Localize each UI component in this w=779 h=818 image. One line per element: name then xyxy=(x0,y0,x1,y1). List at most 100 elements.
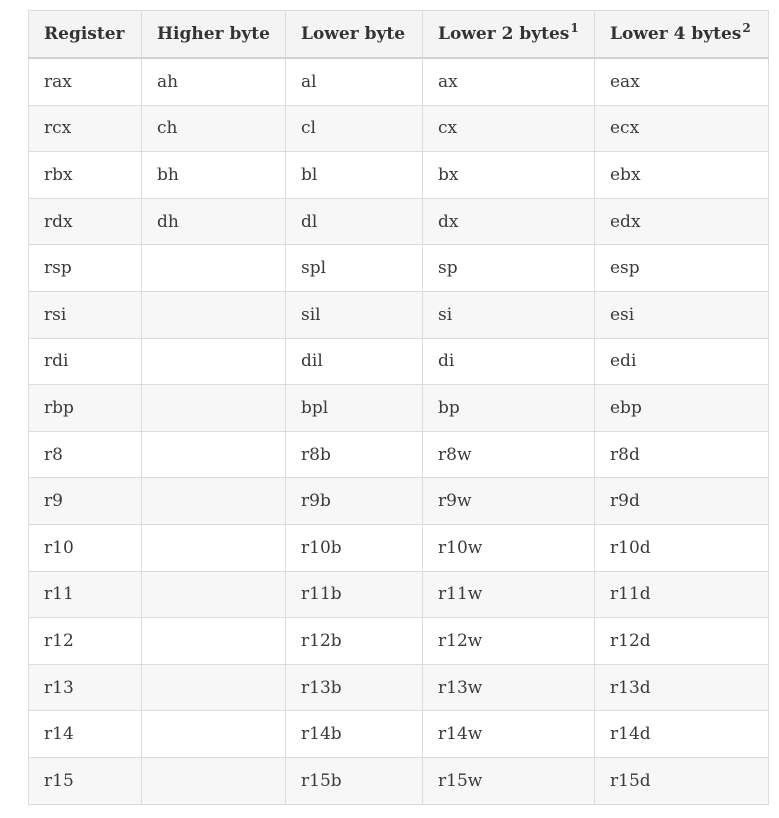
header-lower-2-bytes: Lower 2 bytes1 xyxy=(422,10,595,59)
register-cell: r12 xyxy=(28,617,142,665)
table-row: r9 r9b r9w r9d xyxy=(28,477,769,525)
lower-4-bytes-cell: r15d xyxy=(594,756,769,805)
table-row: r10 r10b r10w r10d xyxy=(28,523,769,572)
lower-byte-cell: r8b xyxy=(285,430,423,479)
header-footnote-marker: 2 xyxy=(742,21,751,36)
table-row: r14 r14b r14w r14d xyxy=(28,710,769,758)
lower-byte-cell: r10b xyxy=(285,523,423,572)
register-cell: r10 xyxy=(28,523,142,572)
lower-4-bytes-cell: r13d xyxy=(594,663,769,712)
lower-byte-cell: al xyxy=(285,57,423,106)
table-row: rsp spl sp esp xyxy=(28,244,769,292)
register-cell: r11 xyxy=(28,570,142,619)
lower-byte-cell: bpl xyxy=(285,384,423,432)
lower-byte-cell: sil xyxy=(285,290,423,339)
table-row: rdx dh dl dx edx xyxy=(28,197,769,246)
lower-byte-cell: r14b xyxy=(285,710,423,758)
lower-4-bytes-cell: r8d xyxy=(594,430,769,479)
lower-2-bytes-cell: r12w xyxy=(422,617,595,665)
header-register: Register xyxy=(28,10,142,59)
lower-2-bytes-cell: r13w xyxy=(422,663,595,712)
lower-2-bytes-cell: si xyxy=(422,290,595,339)
register-cell: rsp xyxy=(28,244,142,292)
header-label: Higher byte xyxy=(157,24,270,44)
lower-4-bytes-cell: edx xyxy=(594,197,769,246)
higher-byte-cell: ah xyxy=(141,57,286,106)
header-label: Lower byte xyxy=(301,24,406,44)
lower-byte-cell: r12b xyxy=(285,617,423,665)
lower-2-bytes-cell: r15w xyxy=(422,756,595,805)
lower-2-bytes-cell: r8w xyxy=(422,430,595,479)
table-row: r12 r12b r12w r12d xyxy=(28,617,769,665)
lower-4-bytes-cell: r12d xyxy=(594,617,769,665)
higher-byte-cell xyxy=(141,756,286,805)
header-footnote-marker: 1 xyxy=(570,21,579,36)
higher-byte-cell xyxy=(141,477,286,525)
lower-2-bytes-cell: bp xyxy=(422,384,595,432)
register-cell: r15 xyxy=(28,756,142,805)
lower-byte-cell: dl xyxy=(285,197,423,246)
header-higher-byte: Higher byte xyxy=(141,10,286,59)
table-row: rcx ch cl cx ecx xyxy=(28,104,769,153)
lower-byte-cell: dil xyxy=(285,337,423,386)
lower-4-bytes-cell: edi xyxy=(594,337,769,386)
lower-byte-cell: bl xyxy=(285,151,423,199)
lower-byte-cell: cl xyxy=(285,104,423,153)
higher-byte-cell: dh xyxy=(141,197,286,246)
table-row: r15 r15b r15w r15d xyxy=(28,756,769,805)
lower-byte-cell: spl xyxy=(285,244,423,292)
lower-byte-cell: r11b xyxy=(285,570,423,619)
higher-byte-cell xyxy=(141,430,286,479)
lower-2-bytes-cell: dx xyxy=(422,197,595,246)
table-row: rsi sil si esi xyxy=(28,290,769,339)
lower-2-bytes-cell: cx xyxy=(422,104,595,153)
lower-4-bytes-cell: esi xyxy=(594,290,769,339)
higher-byte-cell xyxy=(141,337,286,386)
register-cell: r8 xyxy=(28,430,142,479)
lower-2-bytes-cell: sp xyxy=(422,244,595,292)
higher-byte-cell xyxy=(141,570,286,619)
table-row: rbx bh bl bx ebx xyxy=(28,151,769,199)
lower-2-bytes-cell: bx xyxy=(422,151,595,199)
lower-byte-cell: r13b xyxy=(285,663,423,712)
table-row: r13 r13b r13w r13d xyxy=(28,663,769,712)
header-lower-byte: Lower byte xyxy=(285,10,423,59)
register-cell: r9 xyxy=(28,477,142,525)
lower-4-bytes-cell: r10d xyxy=(594,523,769,572)
higher-byte-cell xyxy=(141,710,286,758)
higher-byte-cell xyxy=(141,663,286,712)
register-cell: rbp xyxy=(28,384,142,432)
register-cell: r14 xyxy=(28,710,142,758)
lower-byte-cell: r15b xyxy=(285,756,423,805)
register-table-container: Register Higher byte Lower byte Lower 2 … xyxy=(28,10,769,805)
table-row: rbp bpl bp ebp xyxy=(28,384,769,432)
table-row: r8 r8b r8w r8d xyxy=(28,430,769,479)
header-lower-4-bytes: Lower 4 bytes2 xyxy=(594,10,769,59)
lower-2-bytes-cell: di xyxy=(422,337,595,386)
lower-4-bytes-cell: r14d xyxy=(594,710,769,758)
lower-4-bytes-cell: r9d xyxy=(594,477,769,525)
register-cell: rbx xyxy=(28,151,142,199)
lower-4-bytes-cell: ebx xyxy=(594,151,769,199)
lower-4-bytes-cell: esp xyxy=(594,244,769,292)
table-row: rdi dil di edi xyxy=(28,337,769,386)
higher-byte-cell xyxy=(141,523,286,572)
higher-byte-cell xyxy=(141,384,286,432)
higher-byte-cell: ch xyxy=(141,104,286,153)
lower-2-bytes-cell: r10w xyxy=(422,523,595,572)
register-cell: rdx xyxy=(28,197,142,246)
register-cell: rcx xyxy=(28,104,142,153)
register-cell: rax xyxy=(28,57,142,106)
lower-2-bytes-cell: r14w xyxy=(422,710,595,758)
header-label: Lower 4 bytes xyxy=(610,24,742,44)
lower-4-bytes-cell: eax xyxy=(594,57,769,106)
header-label: Register xyxy=(44,24,125,44)
register-cell: rdi xyxy=(28,337,142,386)
lower-4-bytes-cell: ebp xyxy=(594,384,769,432)
higher-byte-cell xyxy=(141,290,286,339)
table-header: Register Higher byte Lower byte Lower 2 … xyxy=(28,10,769,59)
lower-2-bytes-cell: r11w xyxy=(422,570,595,619)
table-row: rax ah al ax eax xyxy=(28,57,769,106)
lower-byte-cell: r9b xyxy=(285,477,423,525)
table-body: rax ah al ax eax rcx ch cl cx ecx rbx bh bl bx ebx rdx d… xyxy=(28,57,769,805)
